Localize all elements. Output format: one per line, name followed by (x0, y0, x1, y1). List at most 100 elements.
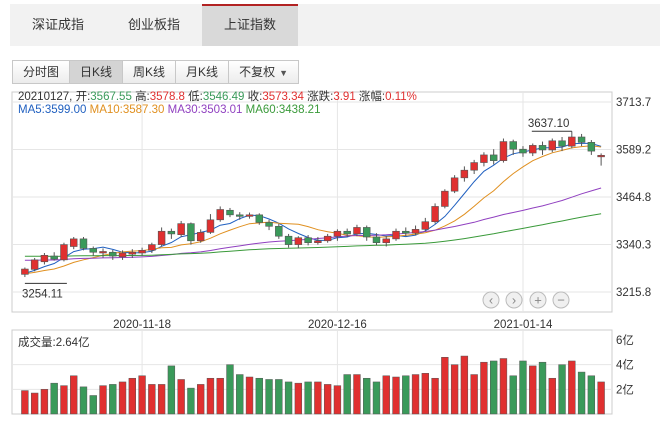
daily-k-button[interactable]: 日K线 (69, 60, 124, 84)
candle-body (323, 235, 332, 242)
candle-body (392, 230, 400, 240)
scroll-left-icon-glyph: ‹ (489, 293, 493, 308)
info-pct-label: 涨幅: (358, 91, 386, 103)
candle-body (226, 209, 234, 216)
volume-bar (441, 357, 449, 415)
candle-body (245, 214, 254, 217)
tab-szcz[interactable]: 深证成指 (31, 17, 84, 32)
candle-body (499, 141, 508, 161)
ma30-value: MA30:3503.01 (167, 104, 243, 116)
volume-panel-frame (11, 329, 613, 415)
candle-body (529, 145, 537, 154)
candle-body (548, 140, 557, 151)
candle-body (489, 154, 498, 161)
candle-body (99, 251, 107, 254)
zoom-in-icon[interactable] (529, 291, 547, 309)
scroll-left-icon[interactable] (482, 291, 500, 309)
ma60-line (24, 213, 602, 257)
volume-bar (538, 361, 547, 415)
candle-body (69, 238, 78, 247)
candle-body (21, 268, 29, 275)
y-tick-label: 3713.7 (616, 97, 651, 109)
tab-szzs[interactable]: 上证指数 (202, 4, 298, 46)
volume-bar (372, 381, 381, 415)
info-high: 3578.8 (149, 91, 185, 103)
timeshare-button[interactable]: 分时图 (12, 60, 71, 84)
volume-bar (450, 364, 459, 415)
ma10-value: MA10:3587.30 (89, 104, 165, 116)
zoom-out-icon-glyph: − (557, 293, 565, 308)
volume-bar (21, 390, 29, 415)
candle-body (509, 141, 517, 150)
candle-body (206, 219, 215, 233)
volume-bar (499, 358, 508, 415)
volume-bar (333, 385, 342, 415)
volume-bar (353, 374, 361, 415)
candle-body (431, 206, 439, 223)
volume-bar (148, 384, 156, 415)
volume-bar (304, 381, 312, 415)
candle-body (411, 229, 420, 234)
price-panel-frame (11, 91, 613, 313)
volume-bar (30, 392, 39, 415)
volume-bar (157, 384, 166, 415)
volume-bar (99, 385, 107, 415)
info-pct: 0.11% (385, 91, 417, 103)
volume-bar (255, 377, 263, 415)
ma30-line (24, 187, 602, 261)
scroll-right-icon-glyph: › (512, 293, 516, 308)
volume-bar (167, 365, 176, 415)
volume-bar (187, 387, 195, 415)
monthly-k-button[interactable]: 月K线 (175, 60, 230, 84)
candle-body (470, 162, 478, 171)
candle-body (236, 214, 244, 217)
candle-body (148, 244, 156, 251)
candle-body (255, 214, 264, 223)
candle-body (187, 223, 195, 242)
tab-cybz[interactable]: 创业板指 (127, 17, 180, 32)
period-toolbar: 分时图 日K线 周K线 月K线 不复权 ▼ (12, 60, 299, 84)
candle-body (372, 236, 381, 243)
candle-body (441, 190, 449, 207)
candle-body (460, 169, 469, 179)
candle-body (568, 136, 576, 147)
x-tick-label: 2020-12-16 (308, 319, 367, 331)
volume-bar (480, 361, 488, 415)
candle-body (294, 237, 303, 245)
volume-bar (548, 377, 556, 415)
max-annotation: 3637.10 (528, 118, 570, 130)
candle-body (519, 148, 527, 154)
candle-body (109, 251, 117, 257)
ma-info: MA5:3599.00 MA10:3587.30 MA30:3503.01 MA… (18, 104, 320, 116)
adjust-dropdown[interactable]: 不复权 ▼ (228, 60, 299, 84)
zoom-out-icon[interactable] (552, 291, 570, 309)
volume-tick-label: 6亿 (616, 334, 634, 347)
candle-body (402, 230, 410, 234)
volume-bar (236, 374, 244, 415)
x-tick-label: 2020-11-18 (113, 319, 171, 331)
candle-body (128, 251, 137, 255)
volume-bar (470, 374, 478, 415)
volume-bar (568, 360, 576, 415)
candle-body (118, 252, 127, 258)
index-tabs: 深证成指 创业板指 上证指数 (10, 4, 660, 46)
volume-tick-label: 4亿 (616, 359, 634, 372)
volume-bar (558, 364, 566, 415)
min-annotation: 3254.11 (22, 288, 63, 300)
volume-bar (50, 382, 58, 415)
volume-bar (128, 377, 136, 415)
scroll-right-icon[interactable] (505, 291, 523, 309)
volume-bar (284, 381, 293, 415)
volume-bar (597, 381, 605, 415)
candle-body (314, 240, 322, 243)
candle-body (284, 235, 293, 245)
volume-bar (118, 381, 127, 415)
volume-bar (343, 374, 351, 415)
info-change: 3.91 (333, 91, 356, 103)
candle-body (167, 230, 176, 235)
weekly-k-button[interactable]: 周K线 (122, 60, 177, 84)
candle-body (304, 237, 312, 243)
volume-bar (70, 375, 78, 415)
volume-bar (138, 375, 146, 415)
